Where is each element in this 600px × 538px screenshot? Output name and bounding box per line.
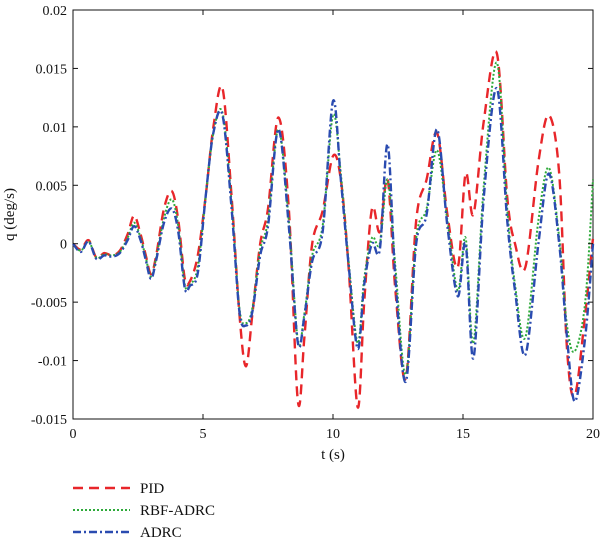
series-line-adrc bbox=[72, 87, 595, 403]
x-tick-label: 15 bbox=[456, 427, 470, 442]
x-axis-label: t (s) bbox=[321, 447, 345, 463]
legend-label: ADRC bbox=[140, 525, 182, 538]
y-tick-label: -0.01 bbox=[38, 355, 67, 370]
series-line-pid bbox=[72, 50, 595, 409]
series-line-rbf-adrc bbox=[72, 61, 594, 376]
x-tick-label: 20 bbox=[586, 427, 600, 442]
y-tick-label: 0.015 bbox=[36, 62, 68, 77]
x-tick-label: 0 bbox=[70, 427, 77, 442]
x-tick-label: 10 bbox=[326, 427, 340, 442]
plot-area bbox=[72, 9, 595, 420]
x-axis-ticks: 0 5 10 15 20 bbox=[70, 10, 600, 442]
y-tick-label: 0.01 bbox=[43, 121, 68, 136]
y-axis-label: q (deg/s) bbox=[2, 188, 18, 241]
y-axis-ticks: -0.015 -0.01 -0.005 0 0.005 0.01 0.015 0.02 bbox=[31, 4, 593, 428]
x-tick-label: 5 bbox=[200, 427, 207, 442]
legend-label: PID bbox=[140, 481, 164, 497]
legend-label: RBF-ADRC bbox=[140, 503, 215, 519]
plot-frame bbox=[72, 9, 594, 420]
series-layer bbox=[72, 50, 595, 409]
y-tick-label: -0.005 bbox=[31, 296, 67, 311]
y-tick-label: 0 bbox=[60, 238, 67, 253]
y-tick-label: 0.005 bbox=[36, 179, 68, 194]
legend: PID RBF-ADRC ADRC bbox=[73, 481, 215, 538]
y-tick-label: 0.02 bbox=[43, 4, 68, 19]
y-tick-label: -0.015 bbox=[31, 413, 67, 428]
